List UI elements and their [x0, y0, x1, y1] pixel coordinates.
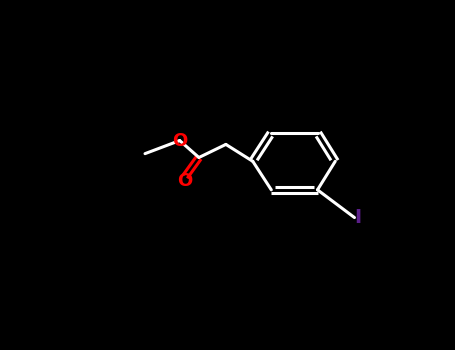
- Text: I: I: [355, 208, 362, 227]
- Text: O: O: [177, 172, 192, 190]
- Text: O: O: [172, 132, 187, 149]
